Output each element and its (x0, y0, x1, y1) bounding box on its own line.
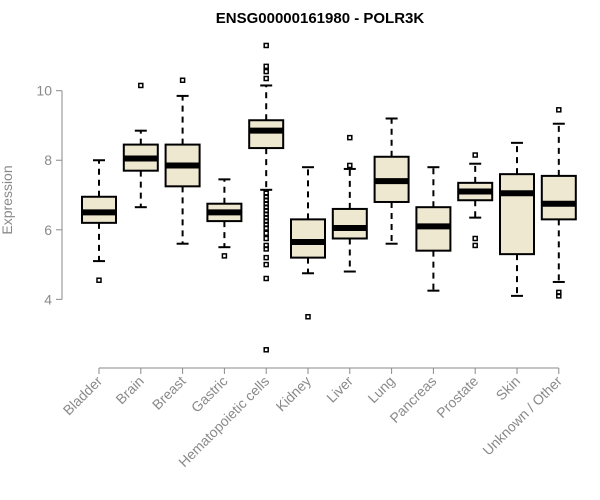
outlier-point (179, 77, 186, 84)
outlier-point (472, 242, 478, 249)
iqr-box (499, 173, 535, 256)
box-group (248, 42, 285, 353)
y-axis: 4 6 8 10 (36, 83, 63, 307)
box-group (457, 152, 494, 249)
iqr-box (290, 218, 326, 259)
x-tick-label: Kidney (273, 373, 315, 415)
outlier-point (263, 68, 269, 75)
iqr-box (540, 174, 577, 221)
box-group (373, 117, 410, 245)
outlier-point (96, 277, 102, 283)
box-group (206, 178, 243, 259)
plot-area (81, 42, 577, 353)
box-group (164, 77, 201, 245)
box-group (499, 141, 535, 297)
box-group (331, 134, 368, 273)
iqr-box (248, 119, 285, 150)
box-group (540, 107, 577, 299)
outlier-point (263, 63, 269, 70)
y-tick-label: 4 (44, 291, 52, 307)
outlier-point (556, 293, 562, 299)
x-tick-label: Unknown / Other (479, 373, 565, 459)
x-tick-label: Breast (149, 373, 189, 413)
outlier-point (263, 246, 269, 252)
chart-title: ENSG00000161980 - POLR3K (216, 10, 425, 27)
outlier-point (263, 75, 269, 82)
box-group (290, 166, 326, 320)
outlier-point (347, 162, 353, 169)
x-tick-label: Skin (493, 373, 524, 404)
outlier-point (221, 253, 228, 259)
y-tick-label: 10 (36, 83, 52, 99)
outlier-point (472, 235, 478, 242)
outlier-point (263, 225, 269, 231)
box-group (415, 166, 452, 292)
x-tick-label: Liver (323, 373, 356, 406)
outlier-point (263, 230, 269, 237)
x-tick-label: Prostate (433, 373, 481, 421)
y-axis-label: Expression (0, 165, 15, 234)
outlier-point (263, 275, 269, 282)
outlier-point (347, 134, 353, 141)
outlier-point (263, 347, 269, 353)
outlier-point (305, 313, 311, 320)
y-tick-label: 6 (44, 222, 52, 238)
outlier-point (263, 235, 269, 242)
outlier-point (472, 152, 478, 158)
x-tick-label: Bladder (60, 373, 106, 419)
x-tick-label: Lung (364, 373, 397, 406)
outlier-point (263, 254, 269, 261)
y-tick-label: 8 (44, 152, 52, 168)
outlier-point (138, 82, 144, 89)
box-group (122, 82, 159, 209)
outlier-point (263, 42, 269, 49)
iqr-box (331, 207, 368, 240)
outlier-point (263, 261, 269, 268)
outlier-point (556, 107, 562, 113)
box-group (81, 159, 117, 283)
x-tick-label: Brain (112, 373, 146, 407)
